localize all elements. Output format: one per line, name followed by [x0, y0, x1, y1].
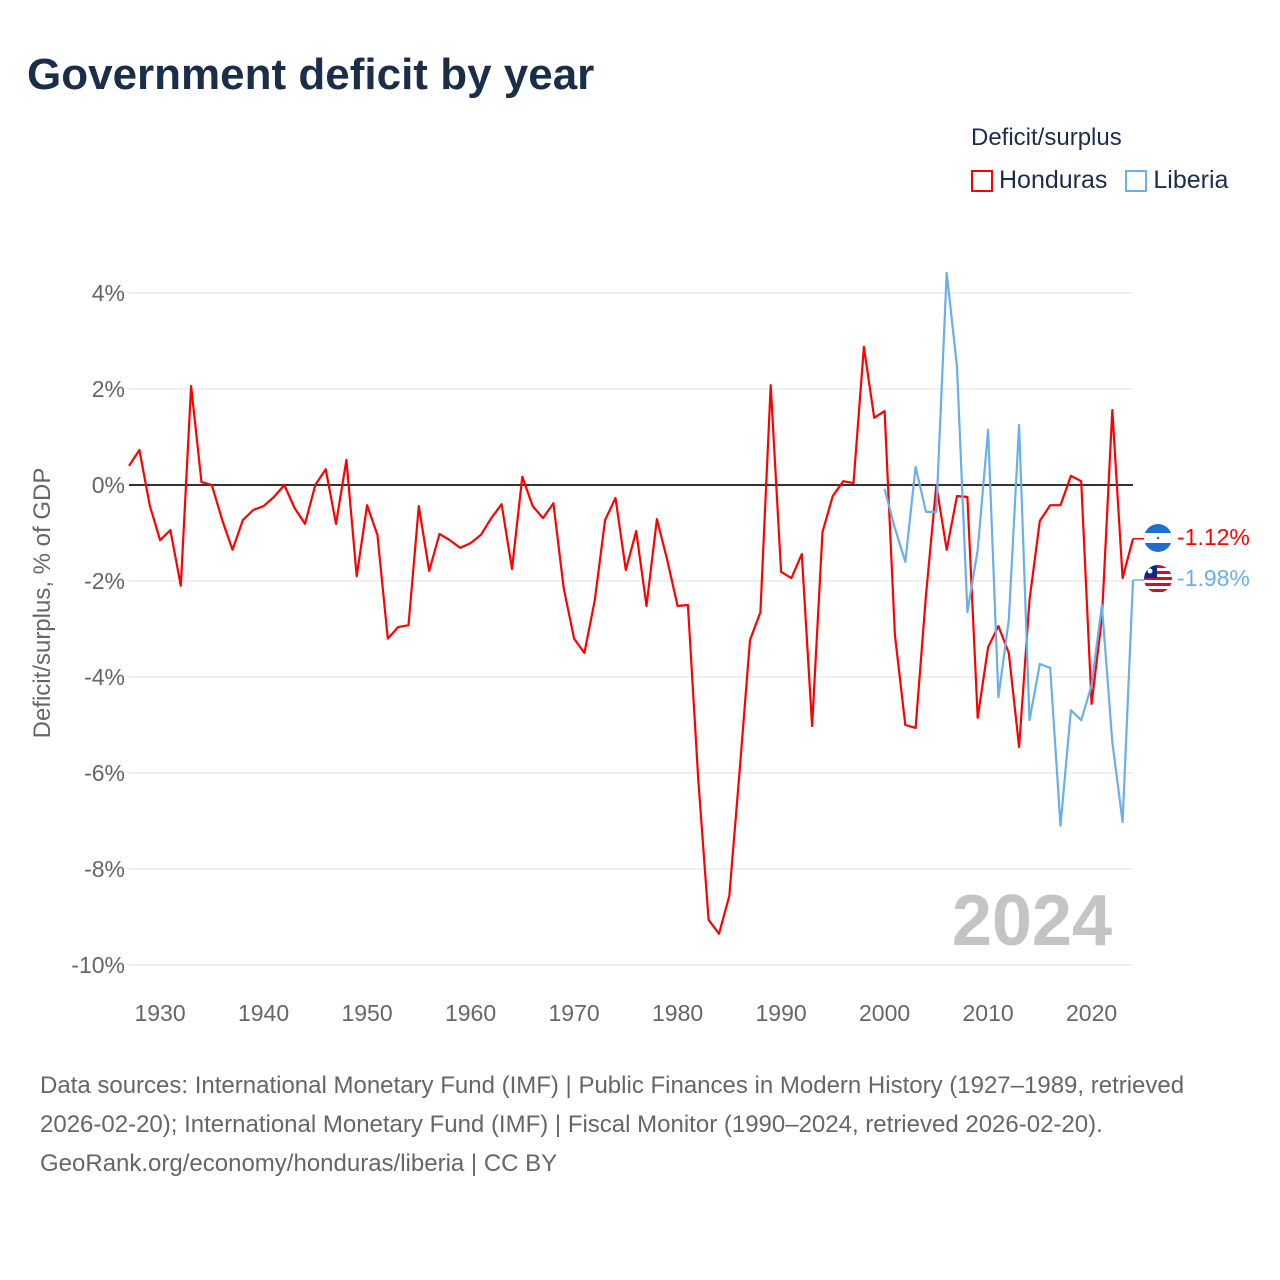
legend-label: Honduras: [999, 166, 1108, 194]
legend-swatch-liberia: [1125, 169, 1148, 192]
footer: Data sources: International Monetary Fun…: [40, 1066, 1240, 1183]
legend-item-honduras[interactable]: Honduras: [971, 166, 1107, 195]
x-tick-label: 1950: [341, 1000, 392, 1026]
y-tick-label: -2%: [84, 568, 125, 594]
x-tick-label: 1980: [652, 1000, 703, 1026]
honduras-end-label: -1.12%: [1177, 524, 1250, 550]
series-line-liberia: [883, 271, 1135, 827]
legend-title: Deficit/surplus: [971, 124, 1122, 151]
y-tick-label: 0%: [92, 472, 125, 498]
x-tick-label: 1970: [548, 1000, 599, 1026]
x-tick-label: 2000: [859, 1000, 910, 1026]
legend-item-liberia[interactable]: Liberia: [1125, 166, 1228, 195]
credit-link[interactable]: GeoRank.org/economy/honduras/liberia | C…: [40, 1150, 558, 1177]
y-axis-label: Deficit/surplus, % of GDP: [29, 468, 56, 739]
y-tick-label: 2%: [92, 376, 125, 402]
x-tick-label: 1960: [445, 1000, 496, 1026]
data-sources: Data sources: International Monetary Fun…: [40, 1072, 1185, 1138]
series-line-honduras: [128, 345, 1135, 935]
x-tick-label: 1940: [238, 1000, 289, 1026]
year-watermark: 2024: [952, 881, 1112, 961]
y-tick-label: -10%: [71, 952, 125, 978]
y-tick-label: 4%: [92, 280, 125, 306]
legend: Honduras Liberia: [971, 166, 1228, 195]
liberia-flag-icon: [1144, 565, 1172, 593]
liberia-end-label: -1.98%: [1177, 565, 1250, 591]
honduras-flag-icon: [1144, 524, 1172, 552]
x-tick-label: 1990: [755, 1000, 806, 1026]
x-tick-label: 2010: [963, 1000, 1014, 1026]
y-tick-label: -6%: [84, 760, 125, 786]
x-tick-label: 2020: [1066, 1000, 1117, 1026]
y-tick-label: -8%: [84, 856, 125, 882]
page-title: Government deficit by year: [27, 50, 595, 99]
legend-label: Liberia: [1153, 166, 1229, 194]
legend-swatch-honduras: [971, 169, 993, 192]
x-tick-label: 1930: [134, 1000, 185, 1026]
y-tick-label: -4%: [84, 664, 125, 690]
line-chart: 4% 2% 0% -2% -4% -6% -8% -10% 1930 1940 1950 1960 19…: [29, 271, 1250, 1026]
